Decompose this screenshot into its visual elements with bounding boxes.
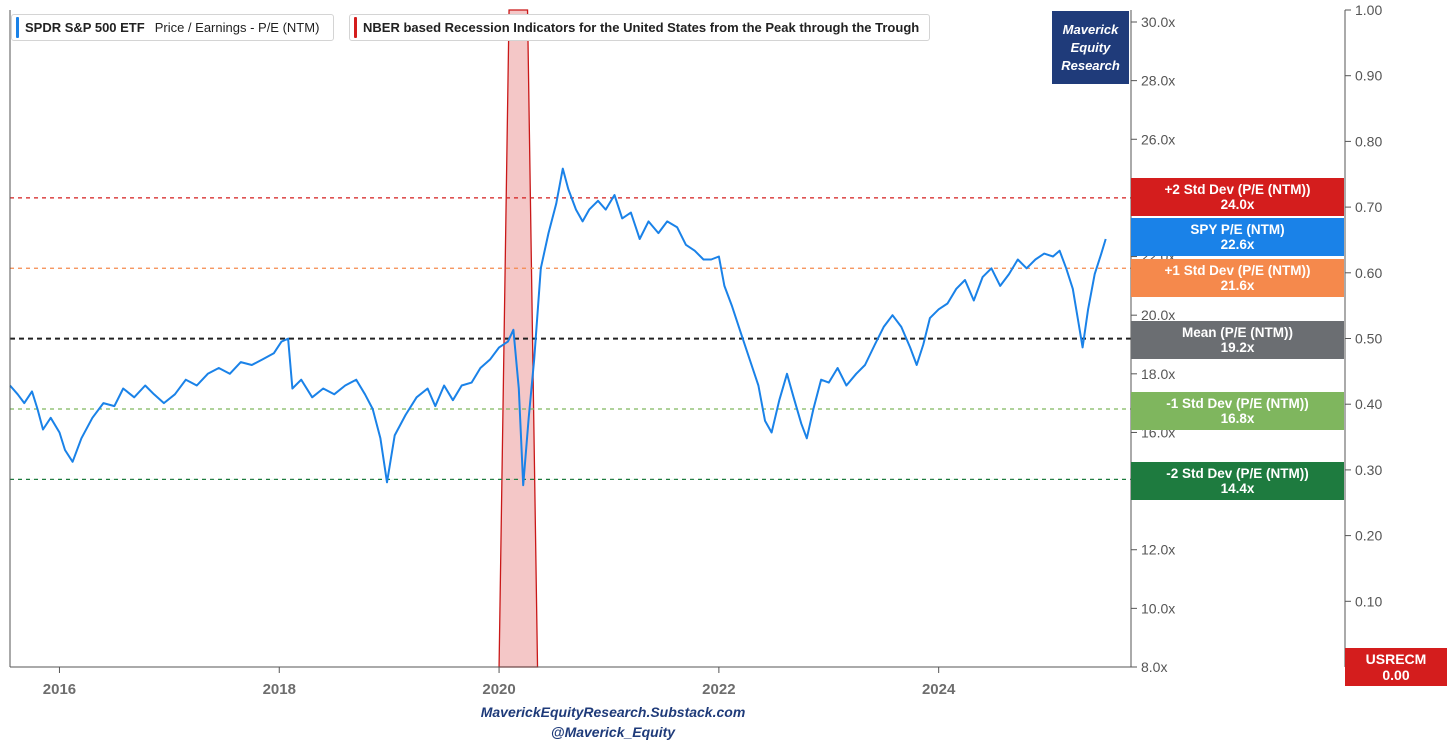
series-line-spy-pe <box>9 167 1107 487</box>
y-right-tick-label: 0.70 <box>1355 199 1382 215</box>
tag-minus2-std-value: 14.4x <box>1220 481 1255 496</box>
y-right-tick-label: 0.10 <box>1355 593 1382 609</box>
legend-series-symbol: SPDR S&P 500 ETF <box>25 20 145 35</box>
x-tick-label-2018: 2018 <box>263 681 296 698</box>
brand-line-3: Research <box>1061 57 1120 73</box>
tag-mean-value: 19.2x <box>1220 340 1255 355</box>
tag-plus1-std-value: 21.6x <box>1220 278 1255 293</box>
tag-plus1-std: +1 Std Dev (P/E (NTM)) 21.6x <box>1131 259 1344 297</box>
legend-recession-desc: NBER based Recession Indicators for the … <box>363 20 920 35</box>
y-left-tick-label: 10.0x <box>1141 600 1175 616</box>
tag-mean-label: Mean (P/E (NTM)) <box>1182 325 1293 340</box>
brand-line-1: Maverick <box>1062 21 1119 37</box>
y-right-tick-label: 0.90 <box>1355 68 1382 84</box>
y-right-tick-label: 0.40 <box>1355 396 1382 412</box>
tag-spy-pe-value: 22.6x <box>1220 237 1255 252</box>
tag-usrecm: USRECM 0.00 <box>1345 648 1447 686</box>
tag-plus2-std: +2 Std Dev (P/E (NTM)) 24.0x <box>1131 178 1344 216</box>
tag-minus2-std: -2 Std Dev (P/E (NTM)) 14.4x <box>1131 462 1344 500</box>
brand-line-2: Equity <box>1070 39 1111 55</box>
tag-spy-pe: SPY P/E (NTM) 22.6x <box>1131 218 1344 256</box>
y-right-tick-label: 0.60 <box>1355 265 1382 281</box>
footer-url[interactable]: MaverickEquityResearch.Substack.com <box>480 704 746 720</box>
tag-plus1-std-label: +1 Std Dev (P/E (NTM)) <box>1164 263 1311 278</box>
brand-logo: Maverick Equity Research <box>1052 11 1129 84</box>
tag-mean: Mean (P/E (NTM)) 19.2x <box>1131 321 1344 359</box>
legend-series-desc: Price / Earnings - P/E (NTM) <box>154 20 320 35</box>
tag-plus2-std-value: 24.0x <box>1220 197 1255 212</box>
tag-plus2-std-label: +2 Std Dev (P/E (NTM)) <box>1164 182 1311 197</box>
y-left-tick-label: 8.0x <box>1141 659 1167 675</box>
tag-minus1-std-label: -1 Std Dev (P/E (NTM)) <box>1166 396 1309 411</box>
legend-recession[interactable]: NBER based Recession Indicators for the … <box>349 14 931 41</box>
tag-spy-pe-label: SPY P/E (NTM) <box>1190 222 1285 237</box>
y-right-tick-label: 0.80 <box>1355 133 1382 149</box>
x-tick-label-2022: 2022 <box>702 681 735 698</box>
tag-minus2-std-label: -2 Std Dev (P/E (NTM)) <box>1166 466 1309 481</box>
tag-usrecm-label: USRECM <box>1365 651 1427 667</box>
tag-minus1-std-value: 16.8x <box>1220 411 1255 426</box>
tag-usrecm-value: 0.00 <box>1382 667 1410 683</box>
y-right-tick-label: 1.00 <box>1355 2 1382 18</box>
y-left-tick-label: 28.0x <box>1141 73 1175 89</box>
legend-recession-swatch <box>354 17 357 38</box>
y-left-tick-label: 12.0x <box>1141 542 1175 558</box>
y-left-tick-label: 26.0x <box>1141 131 1175 147</box>
tag-minus1-std: -1 Std Dev (P/E (NTM)) 16.8x <box>1131 392 1344 430</box>
x-tick-label-2024: 2024 <box>922 681 956 698</box>
x-tick-label-2020: 2020 <box>482 681 515 698</box>
x-tick-label-2016: 2016 <box>43 681 76 698</box>
legend-series-swatch <box>16 17 19 38</box>
footer-handle: @Maverick_Equity <box>550 724 676 740</box>
y-right-tick-label: 0.50 <box>1355 331 1382 347</box>
legend-series[interactable]: SPDR S&P 500 ETF Price / Earnings - P/E … <box>11 14 335 41</box>
y-right-tick-label: 0.20 <box>1355 528 1382 544</box>
y-right-tick-label: 0.30 <box>1355 462 1382 478</box>
y-left-tick-label: 18.0x <box>1141 366 1175 382</box>
y-left-tick-label: 30.0x <box>1141 14 1175 30</box>
y-left-tick-label: 20.0x <box>1141 307 1175 323</box>
